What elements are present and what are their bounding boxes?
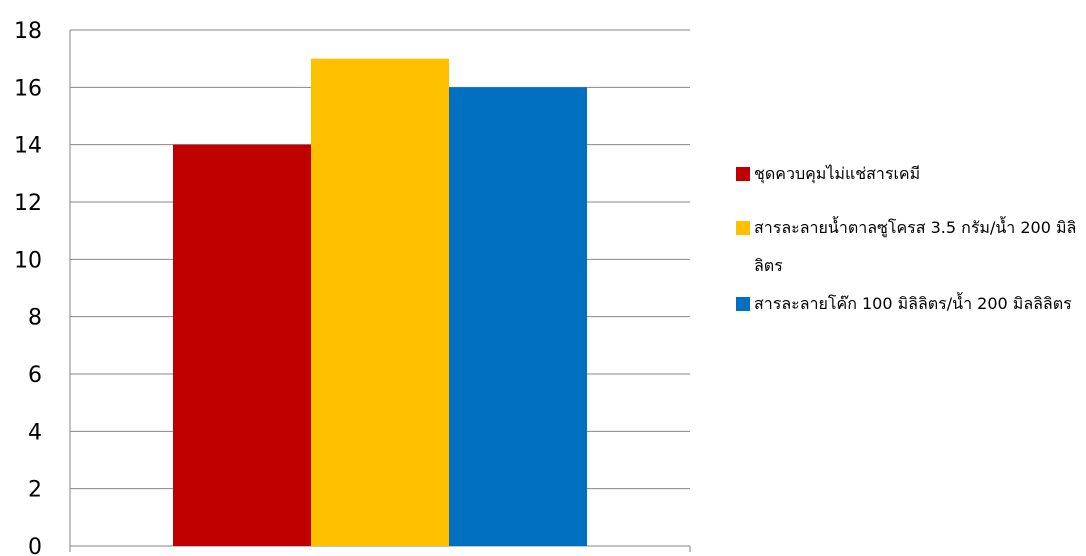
legend-label-sucrose: สารละลายน้ำตาลซูโครส 3.5 กรัม/น้ำ 200 มิ… xyxy=(754,218,1077,275)
y-tick-label-10: 10 xyxy=(14,248,42,273)
legend-label-control: ชุดควบคุมไม่แช่สารเคมี xyxy=(754,164,921,183)
y-tick-label-14: 14 xyxy=(14,134,42,159)
bar-series-1 xyxy=(173,144,311,546)
legend-item-coke: สารละลายโค๊ก 100 มิลิลิตร/น้ำ 200 มิลลิล… xyxy=(736,285,1081,323)
y-tick-label-6: 6 xyxy=(28,363,42,388)
legend-item-sucrose: สารละลายน้ำตาลซูโครส 3.5 กรัม/น้ำ 200 มิ… xyxy=(736,209,1081,285)
legend-item-control: ชุดควบคุมไม่แช่สารเคมี xyxy=(736,155,1081,193)
legend-swatch-sucrose xyxy=(736,221,750,235)
legend-label-coke: สารละลายโค๊ก 100 มิลิลิตร/น้ำ 200 มิลลิล… xyxy=(754,294,1072,313)
y-tick-label-0: 0 xyxy=(28,535,42,556)
y-tick-label-12: 12 xyxy=(14,191,42,216)
y-tick-label-4: 4 xyxy=(28,420,42,445)
y-tick-label-16: 16 xyxy=(14,76,42,101)
legend-swatch-coke xyxy=(736,297,750,311)
y-tick-label-8: 8 xyxy=(28,306,42,331)
bar-series-3 xyxy=(449,87,587,546)
bar-series-2 xyxy=(311,58,449,547)
legend-swatch-control xyxy=(736,167,750,181)
y-tick-label-18: 18 xyxy=(14,19,42,44)
legend: ชุดควบคุมไม่แช่สารเคมี สารละลายน้ำตาลซูโ… xyxy=(736,155,1081,323)
y-tick-label-2: 2 xyxy=(28,478,42,503)
